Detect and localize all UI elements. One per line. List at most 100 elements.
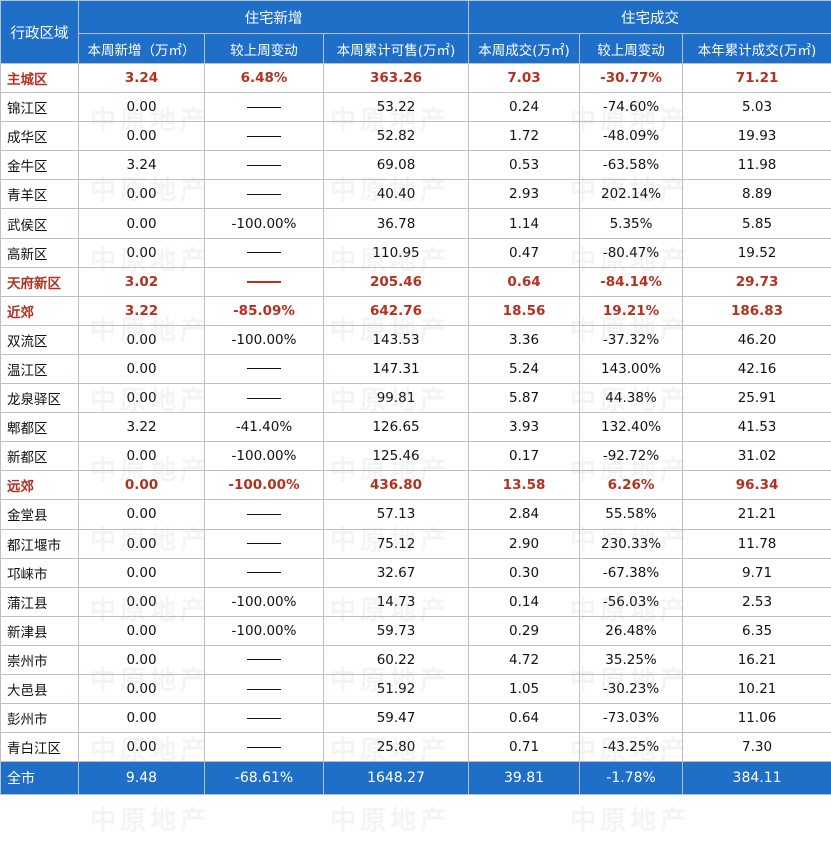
value-cell-chg [204, 266, 324, 297]
value-cell-dchg: 5.35% [579, 208, 684, 239]
value-cell-dchg: -67.38% [579, 557, 684, 588]
value-cell-dchg: 44.38% [579, 383, 684, 414]
value-cell-new: 3.02 [78, 266, 205, 297]
value-cell-dchg: -80.47% [579, 237, 684, 268]
value-cell-ytd: 11.06 [682, 703, 831, 734]
value-cell-dchg: -84.14% [579, 266, 684, 297]
dash-line [247, 746, 281, 748]
value-cell-chg: -100.00% [204, 615, 324, 646]
value-cell-chg [204, 528, 324, 559]
value-cell-ytd: 10.21 [682, 673, 831, 705]
region-name-cell: 青白江区 [0, 732, 79, 763]
table-row: 金牛区 3.24 69.08 0.53 -63.58% 11.98 [0, 150, 831, 181]
value-cell-chg [204, 383, 324, 414]
region-name-cell: 高新区 [0, 237, 79, 268]
value-cell-deal: 18.56 [468, 295, 581, 326]
dash-line [247, 106, 281, 108]
value-cell-avail: 110.95 [322, 237, 470, 268]
value-cell-avail: 75.12 [322, 528, 470, 559]
value-cell-dchg: -73.03% [579, 703, 684, 734]
value-cell-dchg: 132.40% [579, 412, 684, 443]
value-cell-new: 0.00 [78, 237, 205, 268]
value-cell-deal: 2.84 [468, 499, 581, 530]
col-header: 较上周变动 [204, 33, 324, 64]
value-cell-chg [204, 237, 324, 268]
value-cell-avail: 14.73 [322, 586, 470, 617]
value-cell-new: 0.00 [78, 92, 205, 123]
col-header: 本周成交(万㎡) [468, 33, 581, 64]
total-row: 全市 9.48 -68.61% 1648.27 39.81 -1.78% 384.11 [0, 761, 831, 796]
value-cell-deal: 0.17 [468, 441, 581, 472]
value-cell-ytd: 41.53 [682, 412, 831, 443]
value-cell-ytd: 16.21 [682, 644, 831, 675]
value-cell-new: 0.00 [78, 586, 205, 617]
dash-line [247, 717, 281, 719]
value-cell-new: 0.00 [78, 121, 205, 152]
region-name-cell: 远郊 [0, 470, 79, 501]
table-row: 崇州市 0.00 60.22 4.72 35.25% 16.21 [0, 644, 831, 675]
value-cell-ytd: 25.91 [682, 383, 831, 414]
table-row: 郫都区 3.22 -41.40% 126.65 3.93 132.40% 41.53 [0, 412, 831, 443]
value-cell-chg: -100.00% [204, 208, 324, 239]
value-cell-chg: -100.00% [204, 441, 324, 472]
value-cell-new: 3.24 [78, 62, 205, 94]
value-cell-new: 0.00 [78, 673, 205, 705]
value-cell-new: 0.00 [78, 179, 205, 210]
value-cell-deal: 7.03 [468, 62, 581, 94]
value-cell-dchg: 35.25% [579, 644, 684, 675]
table-row: 金堂县 0.00 57.13 2.84 55.58% 21.21 [0, 499, 831, 530]
value-cell-deal: 0.71 [468, 732, 581, 763]
value-cell-dchg: 19.21% [579, 295, 684, 326]
value-cell-deal: 0.14 [468, 586, 581, 617]
deal-group-header: 住宅成交 [468, 0, 831, 34]
total-cell-ytd: 384.11 [682, 761, 831, 796]
table-row: 青白江区 0.00 25.80 0.71 -43.25% 7.30 [0, 732, 831, 763]
value-cell-avail: 57.13 [322, 499, 470, 530]
value-cell-chg [204, 732, 324, 763]
table-row: 武侯区 0.00 -100.00% 36.78 1.14 5.35% 5.85 [0, 208, 831, 239]
total-cell-new: 9.48 [78, 761, 205, 796]
region-name-cell: 天府新区 [0, 266, 79, 297]
value-cell-avail: 69.08 [322, 150, 470, 181]
value-cell-dchg: -37.32% [579, 324, 684, 355]
value-cell-avail: 52.82 [322, 121, 470, 152]
subtotal-row: 主城区 3.24 6.48% 363.26 7.03 -30.77% 71.21 [0, 62, 831, 94]
value-cell-dchg: -30.23% [579, 673, 684, 705]
dash-line [247, 280, 281, 283]
new-supply-group-header: 住宅新增 [77, 0, 470, 34]
value-cell-ytd: 5.03 [682, 92, 831, 123]
value-cell-new: 0.00 [78, 383, 205, 414]
value-cell-dchg: 26.48% [579, 615, 684, 646]
value-cell-ytd: 31.02 [682, 441, 831, 472]
value-cell-deal: 0.24 [468, 92, 581, 123]
table-row: 都江堰市 0.00 75.12 2.90 230.33% 11.78 [0, 528, 831, 559]
value-cell-new: 3.24 [78, 150, 205, 181]
region-name-cell: 主城区 [0, 62, 79, 94]
value-cell-deal: 0.30 [468, 557, 581, 588]
value-cell-dchg: 202.14% [579, 179, 684, 210]
value-cell-new: 0.00 [78, 732, 205, 763]
value-cell-ytd: 19.93 [682, 121, 831, 152]
region-name-cell: 郫都区 [0, 412, 79, 443]
dash-line [247, 572, 281, 574]
value-cell-chg [204, 499, 324, 530]
value-cell-ytd: 6.35 [682, 615, 831, 646]
value-cell-avail: 36.78 [322, 208, 470, 239]
col-header: 本周累计可售(万㎡) [322, 33, 470, 64]
value-cell-dchg: -48.09% [579, 121, 684, 152]
value-cell-avail: 205.46 [322, 266, 470, 297]
value-cell-ytd: 21.21 [682, 499, 831, 530]
value-cell-deal: 0.64 [468, 703, 581, 734]
watermark-logo: 中原地产 [90, 806, 211, 836]
table-row: 蒲江县 0.00 -100.00% 14.73 0.14 -56.03% 2.53 [0, 586, 831, 617]
col-header: 本周新增（万㎡） [78, 33, 205, 64]
table-row: 大邑县 0.00 51.92 1.05 -30.23% 10.21 [0, 673, 831, 705]
region-name-cell: 都江堰市 [0, 528, 79, 559]
region-name-cell: 青羊区 [0, 179, 79, 210]
value-cell-chg [204, 557, 324, 588]
dash-line [247, 659, 281, 661]
value-cell-chg [204, 703, 324, 734]
value-cell-avail: 53.22 [322, 92, 470, 123]
value-cell-deal: 1.72 [468, 121, 581, 152]
value-cell-dchg: -74.60% [579, 92, 684, 123]
